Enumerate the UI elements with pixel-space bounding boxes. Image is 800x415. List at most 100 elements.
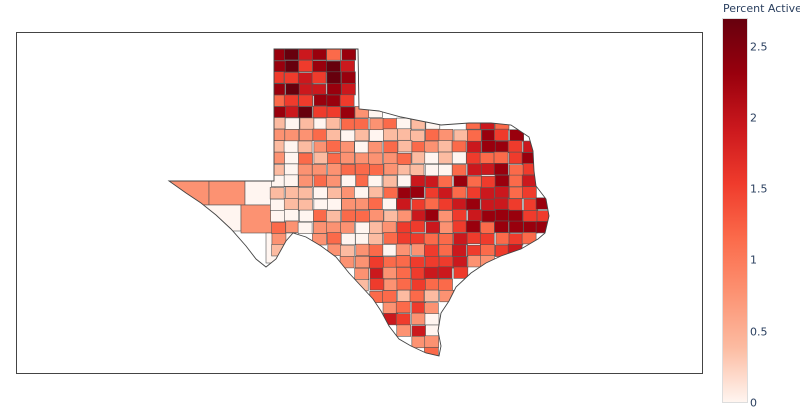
county[interactable] <box>466 140 482 154</box>
county[interactable] <box>438 164 453 177</box>
county[interactable] <box>353 118 369 131</box>
county[interactable] <box>283 140 299 153</box>
county[interactable] <box>368 233 383 246</box>
county[interactable] <box>355 233 370 246</box>
county[interactable] <box>397 174 413 187</box>
county[interactable] <box>396 198 411 211</box>
county[interactable] <box>424 140 439 153</box>
county[interactable] <box>285 105 300 118</box>
county[interactable] <box>340 221 355 234</box>
county[interactable] <box>313 209 328 222</box>
county[interactable] <box>437 140 453 153</box>
county[interactable] <box>453 266 469 279</box>
county[interactable] <box>285 186 300 199</box>
county[interactable] <box>507 244 523 257</box>
county[interactable] <box>208 176 246 206</box>
county[interactable] <box>411 243 426 256</box>
county[interactable] <box>424 302 439 315</box>
county[interactable] <box>396 278 412 291</box>
county[interactable] <box>507 140 523 153</box>
county[interactable] <box>326 232 342 245</box>
county[interactable] <box>425 221 441 234</box>
county[interactable] <box>410 129 425 142</box>
county[interactable] <box>326 129 341 142</box>
county[interactable] <box>369 221 384 234</box>
county[interactable] <box>327 198 342 211</box>
county[interactable] <box>453 232 468 245</box>
county[interactable] <box>438 210 453 223</box>
county[interactable] <box>382 302 398 315</box>
county-layer[interactable] <box>169 48 551 358</box>
county[interactable] <box>508 233 524 246</box>
county[interactable] <box>355 221 371 234</box>
county[interactable] <box>313 186 328 199</box>
county[interactable] <box>507 198 523 211</box>
county[interactable] <box>354 106 370 119</box>
county[interactable] <box>298 49 314 61</box>
county[interactable] <box>411 278 427 292</box>
county[interactable] <box>298 83 314 96</box>
county[interactable] <box>410 220 425 233</box>
county[interactable] <box>494 140 510 154</box>
county[interactable] <box>424 255 440 269</box>
county[interactable] <box>313 174 329 187</box>
county[interactable] <box>479 233 495 246</box>
county[interactable] <box>466 175 482 188</box>
county[interactable] <box>311 71 327 84</box>
county[interactable] <box>425 278 440 291</box>
county[interactable] <box>451 164 467 177</box>
county[interactable] <box>480 198 496 212</box>
county[interactable] <box>522 163 538 176</box>
county[interactable] <box>396 324 412 337</box>
county[interactable] <box>355 163 370 176</box>
county[interactable] <box>340 244 355 257</box>
county[interactable] <box>284 129 300 142</box>
county[interactable] <box>341 49 357 61</box>
county[interactable] <box>423 233 439 246</box>
county[interactable] <box>284 209 299 222</box>
county[interactable] <box>326 106 342 119</box>
county[interactable] <box>383 313 399 326</box>
county[interactable] <box>397 289 412 302</box>
county[interactable] <box>354 152 370 165</box>
county[interactable] <box>383 186 399 200</box>
county[interactable] <box>270 49 286 61</box>
county[interactable] <box>395 313 411 326</box>
county[interactable] <box>452 256 468 269</box>
county[interactable] <box>341 71 356 84</box>
county[interactable] <box>479 152 495 165</box>
county[interactable] <box>453 129 469 142</box>
county[interactable] <box>508 209 523 223</box>
county[interactable] <box>312 105 328 118</box>
county[interactable] <box>521 174 537 187</box>
county[interactable] <box>269 164 285 177</box>
county[interactable] <box>311 83 327 96</box>
county[interactable] <box>425 324 440 337</box>
county[interactable] <box>340 140 355 154</box>
county[interactable] <box>326 82 342 96</box>
county[interactable] <box>298 94 314 107</box>
county[interactable] <box>341 186 356 199</box>
county[interactable] <box>466 186 482 199</box>
county[interactable] <box>382 118 398 131</box>
county[interactable] <box>355 197 371 210</box>
county[interactable] <box>535 197 550 210</box>
county[interactable] <box>382 244 398 257</box>
county[interactable] <box>284 48 299 61</box>
county[interactable] <box>495 232 511 245</box>
county[interactable] <box>467 163 482 176</box>
county[interactable] <box>465 220 481 233</box>
county[interactable] <box>369 267 385 281</box>
county[interactable] <box>411 209 427 222</box>
county[interactable] <box>383 278 399 291</box>
county[interactable] <box>508 186 524 199</box>
county[interactable] <box>270 140 286 153</box>
county[interactable] <box>480 244 495 257</box>
county[interactable] <box>410 256 425 269</box>
county[interactable] <box>340 129 356 142</box>
county[interactable] <box>369 290 385 303</box>
county[interactable] <box>465 198 481 211</box>
county[interactable] <box>340 60 355 73</box>
county[interactable] <box>313 198 329 211</box>
county[interactable] <box>494 209 510 222</box>
